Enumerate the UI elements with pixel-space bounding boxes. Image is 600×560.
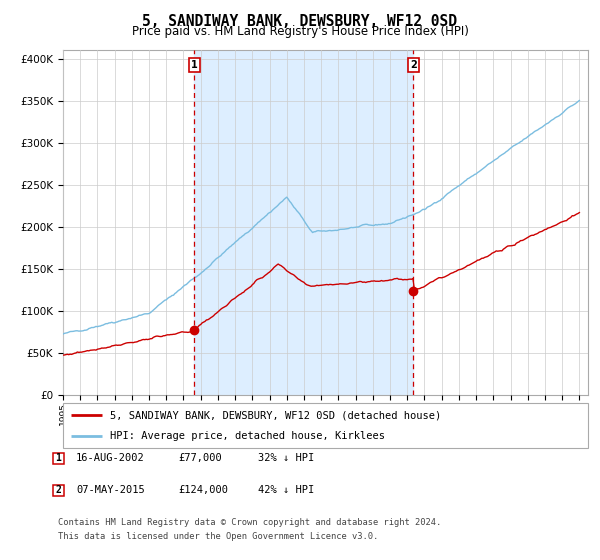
Text: 5, SANDIWAY BANK, DEWSBURY, WF12 0SD: 5, SANDIWAY BANK, DEWSBURY, WF12 0SD (143, 14, 458, 29)
Text: £124,000: £124,000 (178, 485, 228, 495)
Text: Price paid vs. HM Land Registry's House Price Index (HPI): Price paid vs. HM Land Registry's House … (131, 25, 469, 38)
Text: 42% ↓ HPI: 42% ↓ HPI (258, 485, 314, 495)
Text: 2: 2 (55, 485, 61, 495)
FancyBboxPatch shape (53, 452, 64, 464)
Text: 32% ↓ HPI: 32% ↓ HPI (258, 453, 314, 463)
Text: 5, SANDIWAY BANK, DEWSBURY, WF12 0SD (detached house): 5, SANDIWAY BANK, DEWSBURY, WF12 0SD (de… (110, 410, 442, 421)
Text: £77,000: £77,000 (178, 453, 222, 463)
Text: 2: 2 (410, 60, 416, 69)
FancyBboxPatch shape (53, 484, 64, 496)
Text: 1: 1 (191, 60, 197, 69)
Text: Contains HM Land Registry data © Crown copyright and database right 2024.: Contains HM Land Registry data © Crown c… (58, 518, 441, 527)
Text: 1: 1 (55, 453, 61, 463)
Text: HPI: Average price, detached house, Kirklees: HPI: Average price, detached house, Kirk… (110, 431, 385, 441)
Text: This data is licensed under the Open Government Licence v3.0.: This data is licensed under the Open Gov… (58, 532, 378, 541)
Text: 16-AUG-2002: 16-AUG-2002 (76, 453, 145, 463)
Bar (194, 50, 413, 395)
FancyBboxPatch shape (63, 403, 588, 448)
Text: 07-MAY-2015: 07-MAY-2015 (76, 485, 145, 495)
